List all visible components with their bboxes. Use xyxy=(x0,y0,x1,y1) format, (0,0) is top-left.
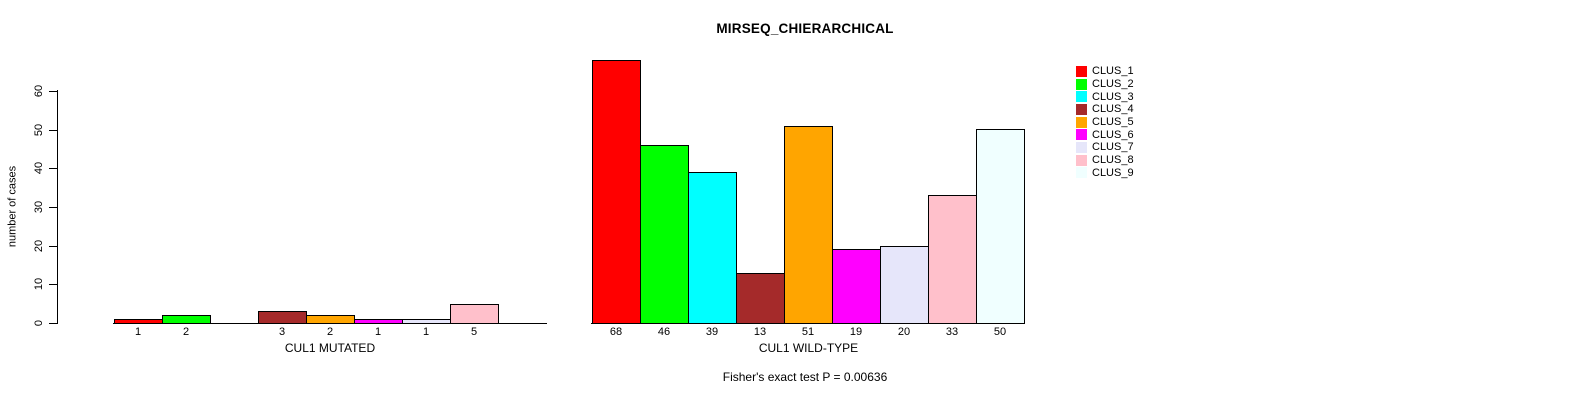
legend-swatch xyxy=(1076,103,1087,115)
legend-label: CLUS_1 xyxy=(1092,65,1134,78)
legend-swatch xyxy=(1076,129,1087,141)
bar-CLUS_8 xyxy=(928,195,977,324)
legend-swatch xyxy=(1076,116,1087,128)
bar-value-label: 2 xyxy=(182,326,190,338)
y-tick xyxy=(49,284,58,285)
bar-value-label: 1 xyxy=(134,326,142,338)
bar-CLUS_4 xyxy=(736,273,785,324)
chart-title: MIRSEQ_CHIERARCHICAL xyxy=(716,21,894,36)
y-tick xyxy=(49,246,58,247)
legend-swatch xyxy=(1076,78,1087,90)
bar-CLUS_2 xyxy=(640,145,689,324)
bar-value-label: 3 xyxy=(278,326,286,338)
legend-item-clus_2: CLUS_2 xyxy=(1076,78,1134,91)
legend-swatch xyxy=(1076,141,1087,153)
legend-item-clus_3: CLUS_3 xyxy=(1076,90,1134,103)
bar-CLUS_1 xyxy=(592,60,641,324)
x-axis-label-cul1-mutated: CUL1 MUTATED xyxy=(284,341,376,355)
legend: CLUS_1 CLUS_2 CLUS_3 CLUS_4 CLUS_5 CLUS_6 CLUS… xyxy=(1076,65,1134,179)
legend-item-clus_9: CLUS_9 xyxy=(1076,167,1134,180)
bar-value-label: 68 xyxy=(609,326,623,338)
legend-swatch xyxy=(1076,167,1087,179)
bar-CLUS_2 xyxy=(162,315,211,324)
bar-CLUS_9 xyxy=(976,129,1025,324)
bar-value-label: 39 xyxy=(705,326,719,338)
bar-CLUS_5 xyxy=(784,126,833,324)
legend-label: CLUS_5 xyxy=(1092,116,1134,129)
legend-label: CLUS_3 xyxy=(1092,90,1134,103)
legend-label: CLUS_6 xyxy=(1092,128,1134,141)
legend-swatch xyxy=(1076,154,1087,166)
legend-label: CLUS_4 xyxy=(1092,103,1134,116)
bar-value-label: 46 xyxy=(657,326,671,338)
y-tick xyxy=(49,130,58,131)
bar-value-label: 33 xyxy=(945,326,959,338)
bar-value-label: 1 xyxy=(374,326,382,338)
legend-item-clus_4: CLUS_4 xyxy=(1076,103,1134,116)
bar-value-label: 19 xyxy=(849,326,863,338)
bar-value-label: 2 xyxy=(326,326,334,338)
y-tick xyxy=(49,168,58,169)
y-tick xyxy=(49,207,58,208)
legend-swatch xyxy=(1076,91,1087,103)
legend-label: CLUS_7 xyxy=(1092,141,1134,154)
legend-item-clus_1: CLUS_1 xyxy=(1076,65,1134,78)
bar-value-label: 13 xyxy=(753,326,767,338)
y-tick xyxy=(49,323,58,324)
bar-CLUS_6 xyxy=(832,249,881,324)
bar-value-label: 1 xyxy=(422,326,430,338)
legend-label: CLUS_8 xyxy=(1092,154,1134,167)
y-tick xyxy=(49,91,58,92)
bar-value-label: 20 xyxy=(897,326,911,338)
bar-value-label: 5 xyxy=(470,326,478,338)
x-axis-label-cul1-wild-type: CUL1 WILD-TYPE xyxy=(758,341,859,355)
legend-item-clus_8: CLUS_8 xyxy=(1076,154,1134,167)
fisher-test-annotation: Fisher's exact test P = 0.00636 xyxy=(722,370,888,384)
bar-value-label: 51 xyxy=(801,326,815,338)
bar-CLUS_3 xyxy=(688,172,737,324)
bar-CLUS_7 xyxy=(880,246,929,324)
bar-value-label: 50 xyxy=(993,326,1007,338)
legend-swatch xyxy=(1076,65,1087,77)
legend-label: CLUS_2 xyxy=(1092,78,1134,91)
legend-item-clus_6: CLUS_6 xyxy=(1076,128,1134,141)
legend-label: CLUS_9 xyxy=(1092,166,1134,179)
bar-CLUS_8 xyxy=(450,304,499,324)
legend-item-clus_5: CLUS_5 xyxy=(1076,116,1134,129)
legend-item-clus_7: CLUS_7 xyxy=(1076,141,1134,154)
